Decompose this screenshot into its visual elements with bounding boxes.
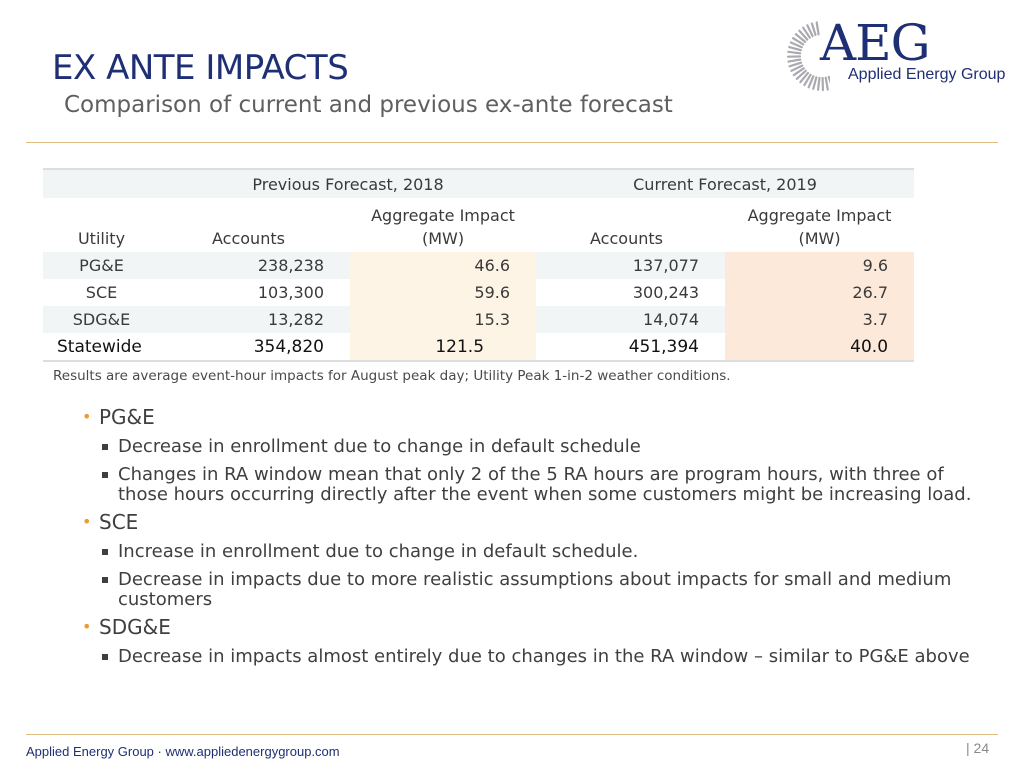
footer-divider — [26, 734, 998, 735]
header-accounts-curr: Accounts — [590, 229, 663, 248]
logo-ray — [787, 58, 802, 63]
square-bullet-icon — [102, 549, 108, 555]
bullet-sce: • SCE — [82, 510, 972, 534]
table-row: SDG&E 13,282 15.3 14,074 3.7 — [43, 306, 915, 333]
header-divider — [26, 142, 998, 143]
cell-accounts-prev: 13,282 — [160, 306, 350, 333]
logo-ray — [792, 67, 805, 77]
cell-accounts-prev-total: 354,820 — [160, 333, 350, 362]
table-row: SCE 103,300 59.6 300,243 26.7 — [43, 279, 915, 306]
bullet-list: • PG&E Decrease in enrollment due to chan… — [82, 400, 972, 667]
logo-ray — [787, 50, 802, 55]
logo-ray — [812, 76, 818, 90]
logo-ray — [827, 75, 830, 85]
bullet-label: PG&E — [99, 405, 155, 429]
sub-bullet: Decrease in enrollment due to change in … — [101, 437, 972, 457]
cell-accounts-curr: 137,077 — [536, 252, 726, 279]
slide-title: EX ANTE IMPACTS — [52, 48, 349, 88]
sub-bullet: Increase in enrollment due to change in … — [101, 542, 972, 562]
footer-company-url: Applied Energy Group · www.appliedenergy… — [26, 744, 340, 759]
logo-ray — [807, 75, 815, 89]
cell-utility: SDG&E — [43, 306, 160, 333]
logo-ray — [790, 64, 804, 72]
table-total-row: Statewide 354,820 121.5 451,394 40.0 — [43, 333, 915, 362]
table-header-row-1: Aggregate Impact Aggregate Impact — [43, 198, 914, 225]
sub-bullet-text: Decrease in impacts almost entirely due … — [118, 646, 970, 667]
logo-ray — [824, 76, 829, 91]
bullet-dot-icon: • — [82, 512, 92, 531]
cell-accounts-prev: 103,300 — [257, 283, 324, 302]
cell-utility: SCE — [85, 283, 118, 302]
cell-impact-curr: 26.7 — [725, 279, 915, 306]
cell-accounts-curr: 300,243 — [632, 283, 700, 302]
table-footnote: Results are average event-hour impacts f… — [53, 368, 731, 384]
cell-utility-total: Statewide — [43, 333, 160, 362]
logo-ray — [806, 24, 814, 38]
table-header-row-2: Utility Accounts (MW) Accounts (MW) — [43, 225, 914, 252]
bullet-label: SDG&E — [99, 615, 171, 639]
cell-impact-curr: 3.7 — [725, 306, 915, 333]
cell-accounts-curr: 14,074 — [536, 306, 726, 333]
sunburst-icon — [786, 21, 830, 92]
logo-ray — [794, 33, 807, 43]
logo-ray — [788, 45, 802, 52]
header-impact-prev-line1: Aggregate Impact — [371, 206, 515, 225]
cell-impact-curr-total: 40.0 — [725, 333, 915, 362]
bullet-sdge: • SDG&E — [82, 615, 972, 639]
table-row: PG&E 238,238 46.6 137,077 9.6 — [43, 252, 915, 279]
header-accounts-prev: Accounts — [212, 229, 285, 248]
page-number: | 24 — [966, 740, 990, 756]
table-group-header-row: Previous Forecast, 2018 Current Forecast… — [43, 168, 915, 198]
sub-bullet-text: Changes in RA window mean that only 2 of… — [118, 464, 972, 505]
square-bullet-icon — [102, 654, 108, 660]
logo-ray — [798, 29, 809, 41]
sub-bullet-text: Increase in enrollment due to change in … — [118, 541, 639, 562]
square-bullet-icon — [102, 472, 108, 478]
logo-ray — [799, 71, 810, 84]
header-impact-curr-line1: Aggregate Impact — [747, 206, 892, 225]
logo-ray — [810, 22, 817, 37]
bullet-dot-icon: • — [82, 617, 92, 636]
cell-accounts-prev: 238,238 — [160, 252, 350, 279]
cell-impact-prev: 46.6 — [350, 252, 537, 279]
group-header-blank — [43, 168, 160, 198]
cell-impact-curr: 9.6 — [725, 252, 915, 279]
cell-impact-prev: 15.3 — [350, 306, 537, 333]
cell-utility: PG&E — [43, 252, 160, 279]
bullet-dot-icon: • — [82, 407, 92, 426]
sub-bullet: Decrease in impacts almost entirely due … — [101, 647, 972, 667]
sub-bullet: Changes in RA window mean that only 2 of… — [101, 465, 972, 505]
logo-letters: AEG — [820, 14, 931, 72]
logo-ray — [815, 21, 820, 36]
logo-ray — [816, 76, 821, 91]
square-bullet-icon — [102, 444, 108, 450]
cell-accounts-curr-total: 451,394 — [536, 333, 726, 362]
logo-ray — [789, 41, 803, 49]
group-header-previous: Previous Forecast, 2018 — [160, 168, 537, 198]
cell-impact-prev-total: 121.5 — [350, 333, 537, 362]
aeg-logo: AEG Applied Energy Group — [770, 14, 1016, 96]
sub-bullet: Decrease in impacts due to more realisti… — [101, 570, 972, 610]
bullet-pge: • PG&E — [82, 405, 972, 429]
group-header-current: Current Forecast, 2019 — [536, 168, 915, 198]
bullet-label: SCE — [99, 510, 139, 534]
sub-bullet-text: Decrease in impacts due to more realisti… — [118, 569, 952, 610]
sub-bullet-text: Decrease in enrollment due to change in … — [118, 436, 641, 457]
logo-company-name: Applied Energy Group — [848, 66, 1006, 83]
forecast-table: Previous Forecast, 2018 Current Forecast… — [43, 168, 915, 362]
slide-subtitle: Comparison of current and previous ex-an… — [64, 92, 673, 118]
logo-ray — [802, 26, 811, 39]
logo-ray — [791, 37, 805, 46]
logo-ray — [803, 73, 812, 87]
header-utility: Utility — [77, 229, 126, 248]
logo-ray — [795, 69, 807, 80]
header-impact-prev-line2: (MW) — [421, 229, 465, 248]
square-bullet-icon — [102, 577, 108, 583]
logo-ray — [788, 61, 803, 68]
cell-impact-prev: 59.6 — [350, 279, 537, 306]
header-impact-curr-line2: (MW) — [798, 229, 841, 248]
